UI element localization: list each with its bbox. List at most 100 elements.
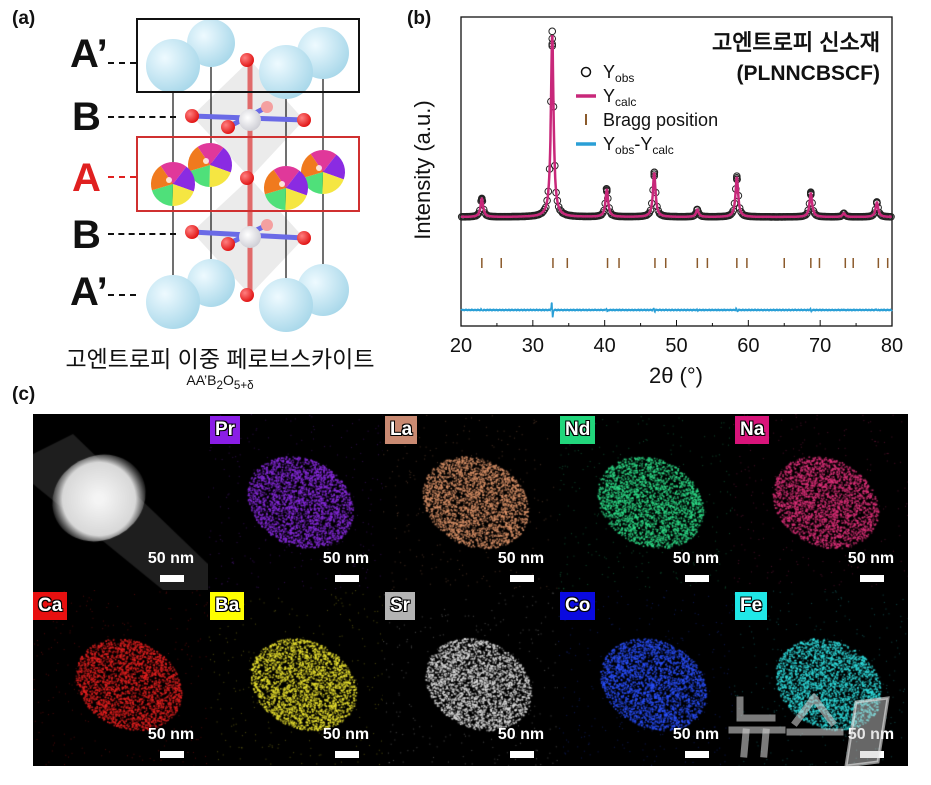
observed-point [619,212,628,221]
observed-point [853,213,862,221]
observed-point [525,212,533,220]
observed-point [606,208,615,216]
a-site-slice [188,146,210,172]
haadf-image [33,414,208,590]
scale-bar-label: 50 nm [847,726,895,743]
observed-point [787,213,796,221]
observed-point [680,212,688,221]
observed-point [750,212,758,221]
observed-point [843,212,851,220]
legend-text: calc [615,95,636,109]
observed-point [822,212,831,221]
observed-point [663,212,672,221]
observed-point [588,212,597,221]
a-site-slice [301,153,323,179]
observed-point [770,213,779,221]
b-site-atom [239,109,261,131]
observed-point [885,213,894,221]
observed-point [882,212,890,221]
observed-point [510,212,519,221]
observed-point [589,212,598,221]
a-site-slice [209,165,231,187]
observed-point [715,212,723,221]
x-tick-label: 80 [881,335,903,357]
oxygen-atom [240,288,254,302]
leader-line [108,116,176,118]
observed-point [463,212,471,221]
highlight [279,181,285,187]
legend-text: obs [615,71,634,85]
observed-point [579,212,588,221]
observed-point [613,212,621,220]
observed-point [478,196,486,204]
observed-point [704,212,713,221]
legend-text: Bragg position [603,110,718,130]
observed-point [539,207,548,216]
observed-point [509,212,518,221]
leader-line [108,233,176,235]
observed-point [777,213,785,221]
legend-marker-circle [580,66,592,78]
observed-point [813,211,822,220]
observed-point [651,188,660,197]
highlight [203,158,209,164]
element-label-co: Co [560,592,596,620]
observed-point [526,212,535,220]
observed-point [835,212,844,221]
scale-bar-label: 50 nm [322,550,370,567]
a-site-slice [310,150,337,172]
observed-point [474,209,483,218]
observed-point [478,197,487,205]
observed-point [565,211,573,220]
observed-point [623,212,632,221]
element-label-na: Na [735,416,770,444]
a-site-atom [301,150,345,194]
observed-point [512,212,520,221]
observed-point [879,212,888,220]
observed-point [796,212,805,221]
observed-point [672,212,681,221]
observed-point [867,212,876,220]
observed-point [764,213,773,221]
observed-point [810,209,819,218]
observed-point [733,175,741,184]
observed-point [832,212,841,221]
element-label-la: La [385,416,418,444]
observed-point [711,212,719,221]
chart-subtitle: (PLNNCBSCF) [737,62,880,85]
observed-point [748,212,757,221]
observed-point [598,209,607,217]
highlight [316,165,322,171]
observed-point [760,213,769,221]
observed-point [712,212,721,221]
observed-point [640,212,648,220]
scale-bar [510,575,534,582]
observed-point [759,213,767,221]
observed-point [562,211,571,219]
scale-bar-label: 50 nm [147,550,195,567]
observed-point [702,212,710,221]
observed-point [464,212,473,221]
eds-map-pr: Pr 50 nm [208,414,383,590]
observed-point [685,212,694,221]
observed-point [801,211,810,219]
observed-point [516,212,524,221]
observed-point [821,212,829,221]
oxygen-atom [261,101,273,113]
legend-text: Y [603,62,615,82]
observed-point [847,212,855,221]
observed-point [717,212,726,221]
a-prime-site-atom [259,278,313,332]
observed-point [459,213,467,221]
observed-point [554,203,563,211]
crystal-structure-diagram [136,18,360,332]
observed-point [875,209,884,217]
observed-point [840,210,849,218]
oxygen-atom [240,171,254,185]
observed-point [527,212,536,220]
a-layer-box [136,136,360,212]
observed-point [786,213,794,221]
observed-point [536,209,545,218]
eds-map-nd: Nd 50 nm [558,414,733,590]
observed-point [485,212,493,220]
